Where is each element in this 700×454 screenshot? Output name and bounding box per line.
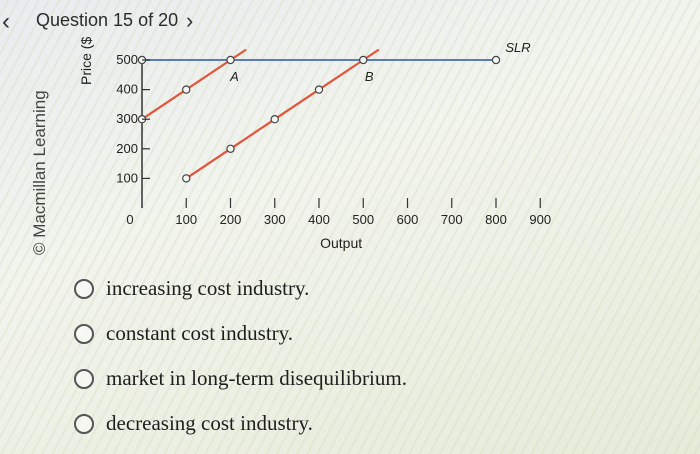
data-point [270, 114, 279, 124]
option-disequilibrium[interactable]: market in long-term disequilibrium. [74, 356, 407, 401]
chevron-right-icon[interactable]: › [186, 8, 194, 33]
option-label: decreasing cost industry. [106, 411, 313, 435]
x-tick-label: 300 [264, 212, 286, 227]
y-tick-label: 100 [116, 170, 138, 185]
cost-chart: 100 200 300 400 500 0 100 200 300 400 500 600 700 800… [116, 40, 551, 251]
cost-line [185, 48, 380, 180]
cost-line [141, 48, 247, 121]
x-tick-label: 500 [352, 212, 374, 227]
answer-options: increasing cost industry. constant cost … [74, 266, 407, 446]
question-title: Question 15 of 20 [36, 10, 179, 30]
x-tick-label: 600 [397, 212, 419, 227]
y-tick-label: 300 [116, 111, 138, 126]
x-tick-label: 900 [529, 212, 551, 227]
x-tick-label: 100 [175, 212, 197, 227]
radio-circle-icon[interactable] [74, 413, 94, 434]
data-point [226, 55, 235, 65]
chart-series [137, 48, 501, 183]
point-label-b: B [365, 69, 374, 84]
chart-ticks: 100 200 300 400 500 0 100 200 300 400 500 600 700 800… [116, 52, 551, 227]
slr-label: SLR [505, 40, 530, 55]
x-tick-label: 700 [441, 212, 463, 227]
data-point [359, 55, 368, 65]
option-label: constant cost industry. [106, 321, 294, 345]
x-tick-label: 800 [485, 212, 507, 227]
option-label: market in long-term disequilibrium. [106, 366, 407, 390]
chart-annotations: A B SLR [229, 40, 530, 84]
option-decreasing-cost[interactable]: decreasing cost industry. [74, 401, 407, 446]
chevron-left-icon[interactable]: ‹ [2, 8, 10, 35]
radio-circle-icon[interactable] [74, 323, 94, 344]
x-tick-label: 400 [308, 212, 330, 227]
radio-circle-icon[interactable] [74, 278, 94, 299]
x-tick-label: 0 [126, 212, 133, 227]
point-label-a: A [229, 69, 239, 84]
data-point [314, 85, 324, 94]
y-tick-label: 500 [116, 52, 138, 67]
data-point [182, 174, 191, 183]
data-point [182, 85, 191, 94]
radio-circle-icon[interactable] [74, 368, 94, 389]
y-tick-label: 400 [116, 82, 138, 97]
y-tick-label: 200 [116, 141, 138, 156]
x-axis-title: Output [320, 235, 362, 251]
data-point [491, 55, 501, 65]
data-point [226, 144, 235, 153]
x-tick-label: 200 [220, 212, 242, 227]
option-label: increasing cost industry. [106, 276, 310, 300]
option-increasing-cost[interactable]: increasing cost industry. [74, 266, 407, 311]
option-constant-cost[interactable]: constant cost industry. [74, 311, 407, 356]
